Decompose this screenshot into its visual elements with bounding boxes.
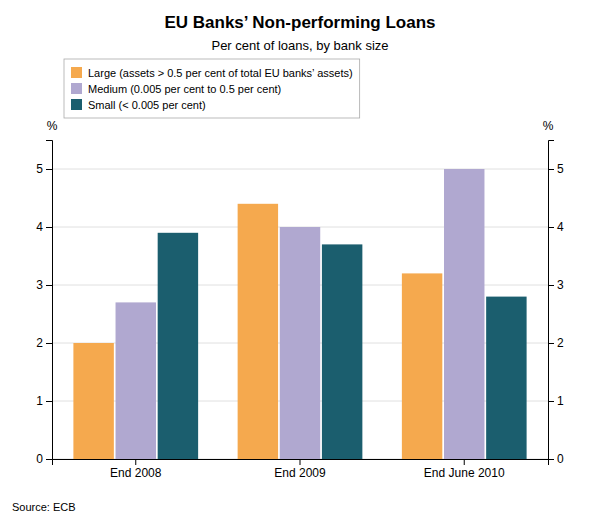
y-axis: 0 1 2 3 4 5 [36, 141, 52, 467]
tick: 5 [36, 162, 52, 176]
tick: 4 [548, 220, 564, 234]
tick: 0 [36, 452, 52, 466]
tick-label: 0 [557, 452, 564, 466]
bar [238, 204, 278, 459]
tick-label: 1 [557, 394, 564, 408]
tick-mark [46, 285, 52, 286]
bar [280, 227, 320, 459]
tick-label: 4 [557, 220, 564, 234]
legend: Large (assets > 0.5 per cent of total EU… [64, 59, 360, 118]
y-axis-title: % [47, 119, 58, 133]
legend-swatch [71, 99, 82, 110]
legend-label: Medium (0.005 per cent to 0.5 per cent) [88, 83, 281, 95]
tick-mark [548, 459, 554, 460]
tick-mark [548, 401, 554, 402]
tick: End June 2010 [424, 459, 505, 480]
tick: End 2008 [110, 459, 162, 480]
tick: 3 [548, 278, 564, 292]
bar-series [158, 233, 527, 459]
axis-line [549, 141, 555, 460]
tick-mark [46, 169, 52, 170]
legend-swatch [71, 67, 82, 78]
tick: 0 [548, 452, 564, 466]
tick-mark [46, 401, 52, 402]
tick-label: 4 [36, 220, 43, 234]
tick: 1 [36, 394, 52, 408]
chart: EU Banks’ Non-performing Loans Per cent o… [0, 0, 600, 521]
tick-mark [300, 459, 301, 465]
tick-mark [135, 459, 136, 465]
bars [73, 169, 526, 459]
tick-label: 3 [36, 278, 43, 292]
legend-item: Large (assets > 0.5 per cent of total EU… [71, 67, 353, 79]
tick-mark [46, 227, 52, 228]
tick-label: 3 [557, 278, 564, 292]
tick: End 2009 [274, 459, 326, 480]
bar [322, 244, 362, 459]
axis-line [46, 141, 53, 460]
tick-label: 2 [557, 336, 564, 350]
subtitle: Per cent of loans, by bank size [211, 38, 388, 53]
bar [486, 297, 526, 459]
tick: 1 [548, 394, 564, 408]
tick-mark [548, 227, 554, 228]
bar [444, 169, 484, 459]
tick-mark [548, 285, 554, 286]
tick-mark [548, 343, 554, 344]
title: EU Banks’ Non-performing Loans [164, 13, 435, 32]
tick-mark [464, 459, 465, 465]
legend-item: Small (< 0.005 per cent) [71, 99, 206, 111]
bar-series [73, 204, 442, 459]
x-axis: End 2008 End 2009 End June 2010 [53, 459, 549, 480]
bar-series [116, 169, 485, 459]
legend-swatch [71, 83, 82, 94]
legend-item: Medium (0.005 per cent to 0.5 per cent) [71, 83, 281, 95]
tick-label: 5 [557, 162, 564, 176]
tick: 4 [36, 220, 52, 234]
bar [73, 343, 113, 459]
source: Source: ECB [12, 501, 76, 513]
bar [116, 302, 156, 459]
axis-line [53, 460, 549, 466]
y2-axis-title: % [543, 119, 554, 133]
tick-label: 0 [36, 452, 43, 466]
y2-axis: 0 1 2 3 4 5 [548, 141, 564, 467]
grid [52, 169, 548, 459]
bar [402, 273, 442, 459]
legend-label: Small (< 0.005 per cent) [88, 99, 206, 111]
tick-label: 1 [36, 394, 43, 408]
legend-frame [64, 59, 360, 118]
tick-label: End June 2010 [424, 466, 505, 480]
tick-label: 2 [36, 336, 43, 350]
tick: 2 [36, 336, 52, 350]
tick-mark [548, 169, 554, 170]
tick-label: End 2009 [274, 466, 326, 480]
tick: 5 [548, 162, 564, 176]
tick-label: End 2008 [110, 466, 162, 480]
tick-mark [46, 343, 52, 344]
tick-label: 5 [36, 162, 43, 176]
tick-mark [46, 459, 52, 460]
tick: 3 [36, 278, 52, 292]
tick: 2 [548, 336, 564, 350]
bar [158, 233, 198, 459]
legend-label: Large (assets > 0.5 per cent of total EU… [88, 67, 353, 79]
